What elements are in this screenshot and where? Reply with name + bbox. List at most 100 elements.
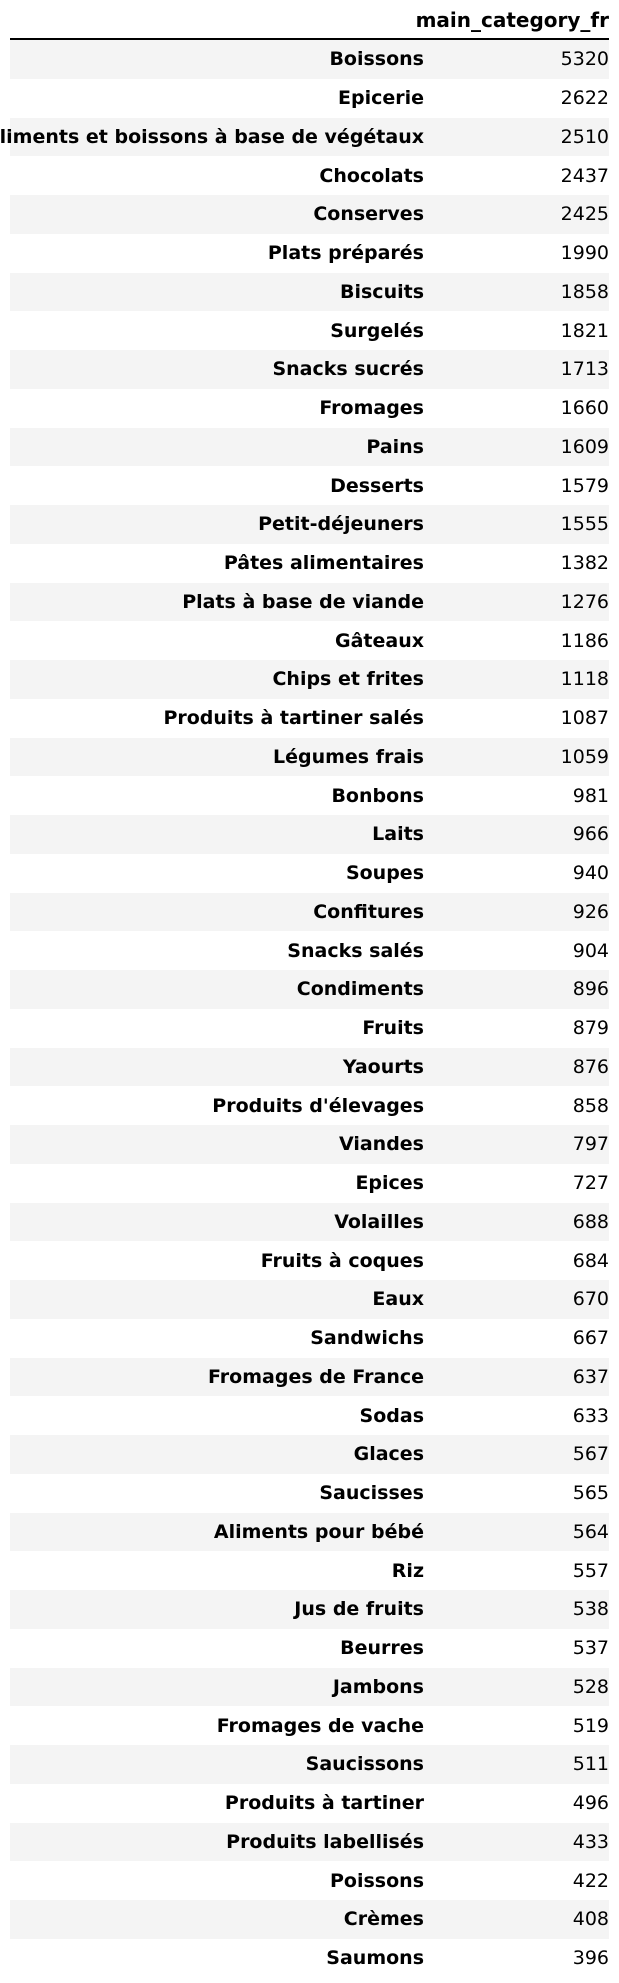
row-label: Plats préparés: [267, 242, 424, 265]
row-label: Pâtes alimentaires: [223, 552, 424, 575]
row-count: 637: [572, 1365, 609, 1388]
row-label: Plats à base de viande: [182, 590, 424, 613]
table-row: Fromages de vache 519: [10, 1706, 609, 1745]
row-label: Produits à tartiner: [224, 1792, 424, 1815]
table-row: Soupes 940: [10, 854, 609, 893]
row-label: Gâteaux: [335, 629, 424, 652]
row-label: Saumons: [326, 1947, 424, 1970]
row-count: 2622: [560, 87, 609, 110]
row-count: 1579: [560, 474, 609, 497]
table-row: Produits à tartiner 496: [10, 1784, 609, 1823]
table-row: Boissons 5320: [10, 40, 609, 79]
table-row: Pâtes alimentaires 1382: [10, 544, 609, 583]
row-count: 1858: [560, 280, 609, 303]
row-count: 727: [572, 1172, 609, 1195]
row-count: 422: [572, 1869, 609, 1892]
row-label: Laits: [372, 823, 424, 846]
table-row: Fromages 1660: [10, 389, 609, 428]
table-row: Yaourts 876: [10, 1047, 609, 1087]
row-label: Beurres: [340, 1637, 424, 1660]
row-count: 966: [572, 823, 609, 846]
table-header-row: main_category_fr: [10, 0, 609, 40]
row-label: Riz: [391, 1559, 424, 1582]
row-label: Snacks sucrés: [272, 358, 424, 381]
row-label: Bonbons: [331, 784, 424, 807]
table-row: Bonbons 981: [10, 776, 609, 815]
row-label: Sandwichs: [310, 1327, 424, 1350]
table-row: Gâteaux 1186: [10, 621, 609, 660]
row-label: Yaourts: [342, 1055, 424, 1078]
table-row: Surgelés 1821: [10, 311, 609, 350]
row-count: 1990: [560, 242, 609, 265]
row-count: 981: [572, 784, 609, 807]
table-row: Eaux 670: [10, 1280, 609, 1319]
row-label: Chocolats: [319, 164, 424, 187]
table-row: Aliments et boissons à base de végétaux 2…: [0, 117, 609, 157]
row-label: Desserts: [330, 474, 424, 497]
row-label: Soupes: [345, 862, 424, 885]
row-label: Produits d'élevages: [212, 1094, 424, 1117]
table-row: Crèmes 408: [10, 1900, 609, 1939]
row-count: 557: [572, 1559, 609, 1582]
table-row: Chocolats 2437: [10, 156, 609, 195]
row-label: Pains: [366, 435, 424, 458]
row-count: 879: [572, 1017, 609, 1040]
row-label: Chips et frites: [272, 668, 424, 691]
row-count: 408: [572, 1908, 609, 1931]
row-label: Epices: [355, 1172, 424, 1195]
row-count: 1609: [560, 435, 609, 458]
table-row: Saucisses 565: [10, 1474, 609, 1513]
row-count: 538: [572, 1598, 609, 1621]
row-count: 667: [572, 1327, 609, 1350]
table-row: Fromages de France 637: [10, 1357, 609, 1397]
row-label: Viandes: [338, 1133, 424, 1156]
row-label: Jambons: [332, 1675, 424, 1698]
row-count: 564: [572, 1520, 609, 1543]
table-row: Epicerie 2622: [10, 79, 609, 118]
table-row: Conserves 2425: [10, 195, 609, 234]
table-body: Boissons 5320 Epicerie 2622 Aliments et bois…: [0, 40, 619, 1978]
row-count: 1087: [560, 707, 609, 730]
row-count: 433: [572, 1830, 609, 1853]
row-label: Aliments et boissons à base de végétaux: [0, 125, 424, 148]
row-label: Légumes frais: [272, 745, 424, 768]
row-label: Sodas: [359, 1404, 424, 1427]
row-count: 1555: [560, 513, 609, 536]
column-header: main_category_fr: [415, 8, 609, 32]
table-row: Jambons 528: [10, 1667, 609, 1707]
row-label: Fruits à coques: [260, 1249, 424, 1272]
table-row: Glaces 567: [10, 1435, 609, 1474]
row-count: 1713: [560, 358, 609, 381]
row-label: Fromages: [319, 397, 424, 420]
row-count: 633: [572, 1404, 609, 1427]
table-row: Epices 727: [10, 1164, 609, 1203]
table-row: Beurres 537: [10, 1629, 609, 1668]
table-row: Condiments 896: [10, 970, 609, 1009]
row-label: Saucisses: [319, 1482, 424, 1505]
row-label: Crèmes: [343, 1908, 424, 1931]
table-row: Petit-déjeuners 1555: [10, 505, 609, 544]
table-row: Sodas 633: [10, 1396, 609, 1435]
row-count: 567: [572, 1443, 609, 1466]
row-count: 670: [572, 1288, 609, 1311]
row-count: 896: [572, 978, 609, 1001]
table-row: Saucissons 511: [10, 1745, 609, 1784]
table-row: Sandwichs 667: [10, 1319, 609, 1358]
row-label: Jus de fruits: [294, 1598, 424, 1621]
row-count: 396: [572, 1947, 609, 1970]
row-count: 926: [572, 900, 609, 923]
row-count: 684: [572, 1249, 609, 1272]
row-count: 519: [572, 1714, 609, 1737]
row-count: 904: [572, 939, 609, 962]
row-label: Confitures: [313, 900, 424, 923]
table-row: Saumons 396: [10, 1939, 609, 1978]
row-label: Poissons: [330, 1869, 424, 1892]
table-row: Viandes 797: [10, 1125, 609, 1164]
row-count: 876: [572, 1055, 609, 1078]
row-count: 2510: [560, 125, 609, 148]
table-row: Fruits 879: [10, 1009, 609, 1048]
table-row: Biscuits 1858: [10, 272, 609, 312]
table-row: Poissons 422: [10, 1861, 609, 1900]
row-count: 797: [572, 1133, 609, 1156]
row-count: 1821: [560, 319, 609, 342]
